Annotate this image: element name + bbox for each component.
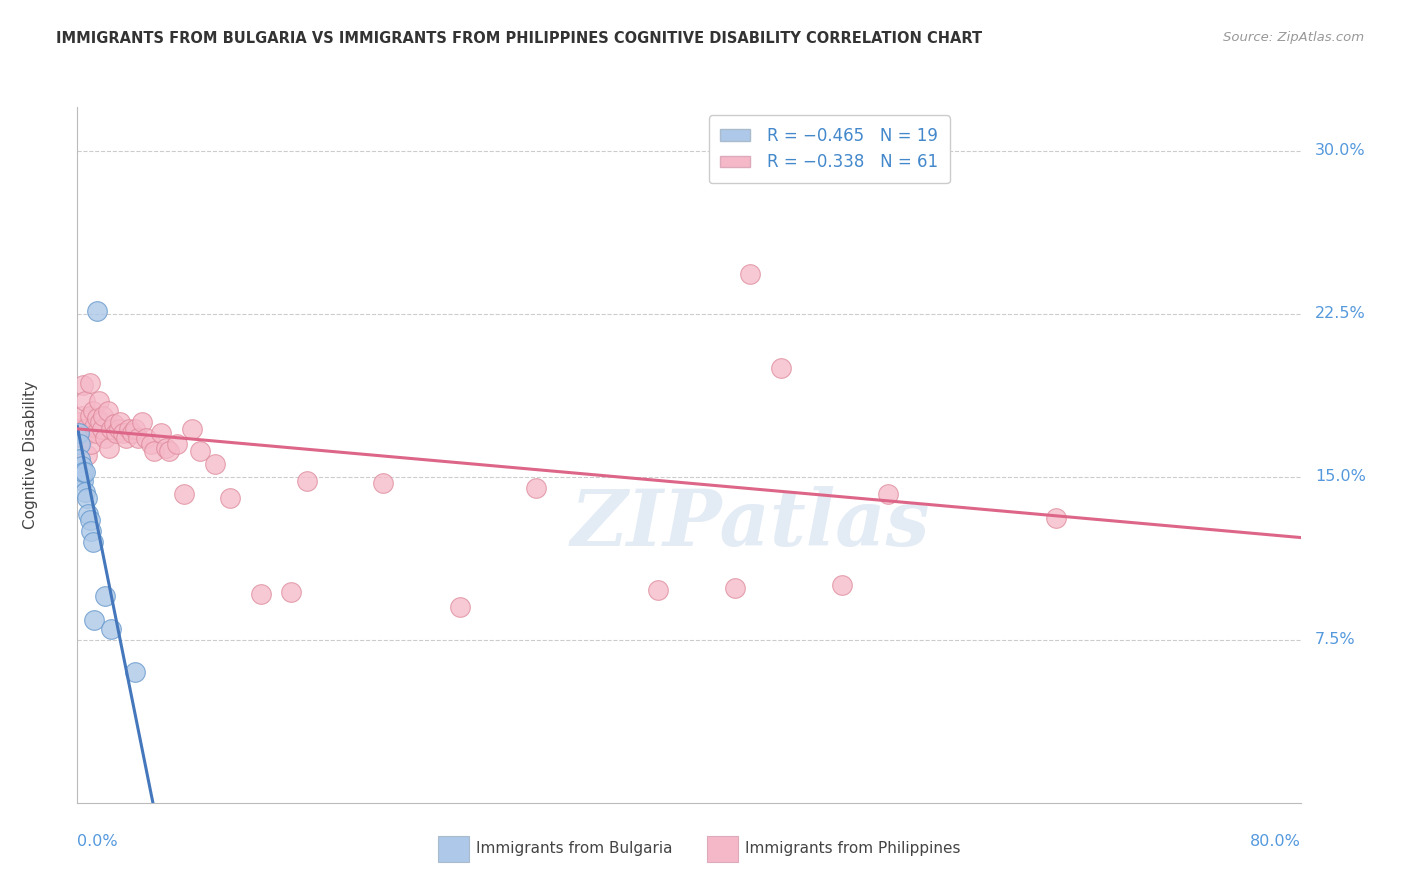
Point [97, 404, 120, 418]
Point [69, 452, 91, 467]
Point [100, 622, 122, 636]
Point [181, 422, 204, 436]
Text: Cognitive Disability: Cognitive Disability [24, 381, 38, 529]
Point [69, 426, 91, 441]
Point [80, 437, 103, 451]
Text: 80.0%: 80.0% [1250, 834, 1301, 849]
Bar [439, 836, 468, 862]
Point [69, 437, 91, 451]
Point [90, 422, 112, 436]
Point [73, 484, 96, 499]
Point [173, 487, 195, 501]
Point [83, 613, 105, 627]
Point [150, 426, 173, 441]
Point [740, 268, 762, 282]
Point [67, 415, 90, 429]
Point [76, 448, 98, 462]
Point [103, 417, 125, 432]
Point [108, 415, 131, 429]
Point [250, 587, 273, 601]
Point [124, 665, 146, 680]
Point [79, 376, 101, 391]
Point [98, 442, 121, 456]
Bar [707, 836, 738, 862]
Point [82, 535, 104, 549]
Point [70, 458, 93, 473]
Point [69, 422, 91, 436]
Point [876, 487, 898, 501]
Point [118, 422, 141, 436]
Point [77, 507, 100, 521]
Point [94, 431, 117, 445]
Point [280, 585, 302, 599]
Point [139, 437, 162, 451]
Point [86, 304, 108, 318]
Point [769, 360, 792, 375]
Point [70, 409, 93, 423]
Point [127, 431, 149, 445]
Point [121, 426, 143, 441]
Point [87, 393, 110, 408]
Point [67, 426, 90, 441]
Point [166, 437, 188, 451]
Point [82, 404, 104, 418]
Point [80, 524, 103, 538]
Legend: R = −0.465   N = 19, R = −0.338   N = 61: R = −0.465 N = 19, R = −0.338 N = 61 [709, 115, 949, 183]
Text: 30.0%: 30.0% [1315, 143, 1365, 158]
Point [100, 422, 122, 436]
Point [72, 474, 94, 488]
Point [84, 426, 107, 441]
Point [115, 431, 138, 445]
Point [73, 422, 96, 436]
Point [1045, 511, 1067, 525]
Point [142, 443, 165, 458]
Point [77, 426, 100, 441]
Point [79, 409, 101, 423]
Text: 15.0%: 15.0% [1315, 469, 1367, 484]
Point [89, 415, 111, 429]
Point [188, 443, 211, 458]
Point [295, 474, 318, 488]
Point [724, 581, 747, 595]
Point [79, 513, 101, 527]
Point [157, 443, 180, 458]
Point [155, 442, 177, 456]
Point [76, 491, 98, 506]
Point [86, 411, 108, 425]
Point [91, 409, 114, 423]
Point [219, 491, 242, 506]
Text: IMMIGRANTS FROM BULGARIA VS IMMIGRANTS FROM PHILIPPINES COGNITIVE DISABILITY COR: IMMIGRANTS FROM BULGARIA VS IMMIGRANTS F… [56, 31, 983, 46]
Point [371, 476, 394, 491]
Point [831, 578, 853, 592]
Text: ZIPatlas: ZIPatlas [571, 486, 929, 563]
Text: 0.0%: 0.0% [77, 834, 118, 849]
Point [135, 431, 157, 445]
Text: 22.5%: 22.5% [1315, 306, 1367, 321]
Point [449, 600, 471, 615]
Point [112, 426, 135, 441]
Point [204, 457, 226, 471]
Text: Source: ZipAtlas.com: Source: ZipAtlas.com [1223, 31, 1364, 45]
Point [107, 422, 129, 436]
Point [73, 466, 96, 480]
Point [131, 415, 153, 429]
Point [524, 481, 547, 495]
Point [70, 469, 93, 483]
Point [72, 466, 94, 480]
Text: Immigrants from Philippines: Immigrants from Philippines [745, 841, 960, 856]
Text: Immigrants from Bulgaria: Immigrants from Bulgaria [477, 841, 672, 856]
Point [73, 393, 96, 408]
Point [72, 431, 94, 445]
Text: 7.5%: 7.5% [1315, 632, 1355, 648]
Point [94, 589, 117, 603]
Point [647, 582, 669, 597]
Point [72, 378, 94, 392]
Point [104, 426, 127, 441]
Point [83, 419, 105, 434]
Point [124, 422, 146, 436]
